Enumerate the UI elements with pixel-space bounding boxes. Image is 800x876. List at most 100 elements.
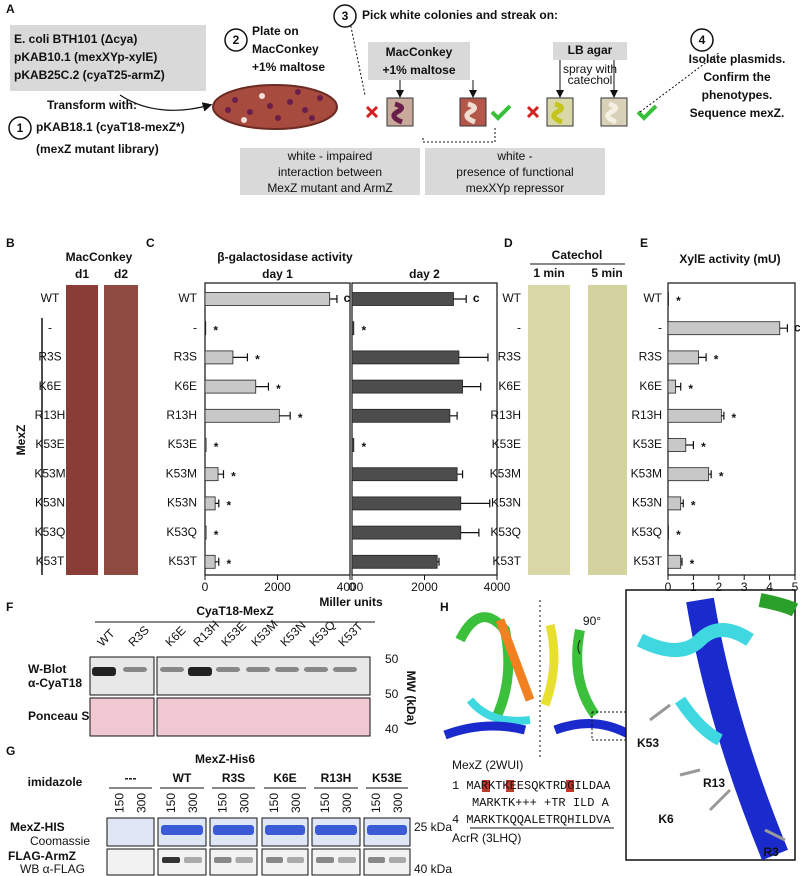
annotation: * — [691, 499, 696, 513]
row-label: K53T — [633, 554, 662, 568]
band — [235, 857, 253, 863]
bar — [667, 292, 669, 306]
bar — [351, 525, 462, 540]
error-bar — [460, 499, 491, 508]
step-text: Transform with: — [47, 98, 137, 112]
bar — [667, 321, 781, 336]
annotation: * — [719, 469, 724, 483]
row-label: K53N — [35, 496, 65, 510]
row-label: R3S — [498, 350, 521, 364]
result: white - impaired — [287, 149, 373, 163]
row-label: WT — [643, 291, 662, 305]
panel-letter: C — [146, 236, 155, 250]
row-label: α-CyaT18 — [28, 676, 82, 690]
band — [338, 857, 356, 863]
lane-label: R3S — [125, 623, 151, 649]
medium-box — [368, 42, 470, 80]
strain: E. coli BTH101 (Δcya) — [14, 32, 137, 46]
row-label: K53E — [168, 437, 197, 451]
bar — [204, 467, 219, 482]
row-label: - — [193, 320, 197, 334]
bar — [351, 554, 438, 569]
annotation: * — [676, 294, 681, 308]
band — [216, 667, 240, 672]
lane-label: K6E — [162, 623, 188, 649]
band — [184, 857, 202, 863]
band — [367, 825, 407, 835]
bar — [204, 496, 216, 511]
annotation: * — [688, 382, 693, 396]
axis-label: MW (kDa) — [404, 671, 418, 726]
panel-title: MexZ-His6 — [195, 752, 255, 766]
concentration: 300 — [186, 793, 200, 813]
error-bar — [457, 470, 464, 479]
sequence: 1 MARKTKEESQKTRDGILDAA — [452, 779, 611, 793]
bar — [667, 467, 710, 482]
concentration: 150 — [216, 793, 230, 813]
annotation: * — [255, 353, 260, 367]
concentration: 150 — [164, 793, 178, 813]
band — [287, 857, 304, 863]
colony — [259, 93, 265, 99]
strain: pKAB10.1 (mexXYp-xylE) — [14, 50, 157, 64]
row-label: K53E — [35, 437, 64, 451]
medium: +1% maltose — [382, 63, 455, 77]
concentration: 300 — [135, 793, 149, 813]
band — [266, 857, 283, 863]
result: MexZ mutant and ArmZ — [267, 181, 392, 195]
mw-label: 40 kDa — [414, 862, 452, 876]
step-text: pKAB18.1 (cyaT18-mexZ*) — [36, 120, 185, 134]
band — [160, 667, 184, 672]
colony — [295, 89, 301, 95]
mw-label: 50 — [385, 652, 399, 666]
error-bar — [779, 324, 788, 333]
highlight — [506, 780, 514, 792]
streak — [551, 101, 564, 125]
x-tick-label: 2000 — [411, 580, 438, 594]
error-bar — [685, 441, 694, 449]
annotation: * — [701, 440, 706, 454]
row-label: K53N — [167, 496, 197, 510]
lane-label: K53N — [277, 618, 308, 649]
arrow — [119, 94, 213, 112]
concentration: 300 — [340, 793, 354, 813]
step-text: Isolate plasmids. — [689, 52, 786, 66]
band — [161, 825, 203, 835]
group-label: K6E — [273, 771, 296, 785]
x-tick-label: 0 — [202, 580, 209, 594]
bar — [351, 496, 462, 511]
row-label: WT — [41, 291, 60, 305]
bar — [351, 379, 463, 394]
panel-letter: B — [6, 236, 15, 250]
bar — [667, 350, 699, 365]
row-label: K53E — [633, 437, 662, 451]
x-tick-label: 4000 — [484, 580, 511, 594]
band — [304, 667, 328, 672]
panel-title: MacConkey — [66, 250, 133, 264]
panel-title: CyaT18-MexZ — [196, 604, 273, 618]
band — [162, 857, 180, 863]
colony — [317, 95, 323, 101]
bar — [667, 438, 687, 452]
zoom-structure — [636, 593, 799, 861]
colony — [275, 115, 281, 121]
medium: MacConkey — [386, 45, 453, 59]
band — [275, 667, 299, 672]
row-label: K53M — [490, 466, 521, 480]
row-label: K53Q — [490, 525, 521, 539]
panel-letter: F — [6, 600, 13, 614]
annotation: * — [361, 440, 366, 454]
group-label: WT — [173, 771, 192, 785]
band — [92, 667, 116, 676]
highlight — [566, 780, 574, 792]
column-label: d2 — [114, 267, 128, 281]
bar — [667, 496, 682, 511]
annotation: * — [732, 411, 737, 425]
spray: catechol — [568, 73, 613, 87]
group-label: --- — [125, 771, 137, 785]
group-label: R3S — [222, 771, 245, 785]
sequence-name: MexZ (2WUI) — [452, 758, 523, 772]
band — [315, 825, 357, 835]
annotation: c — [344, 291, 351, 305]
row-label: K53N — [491, 496, 521, 510]
